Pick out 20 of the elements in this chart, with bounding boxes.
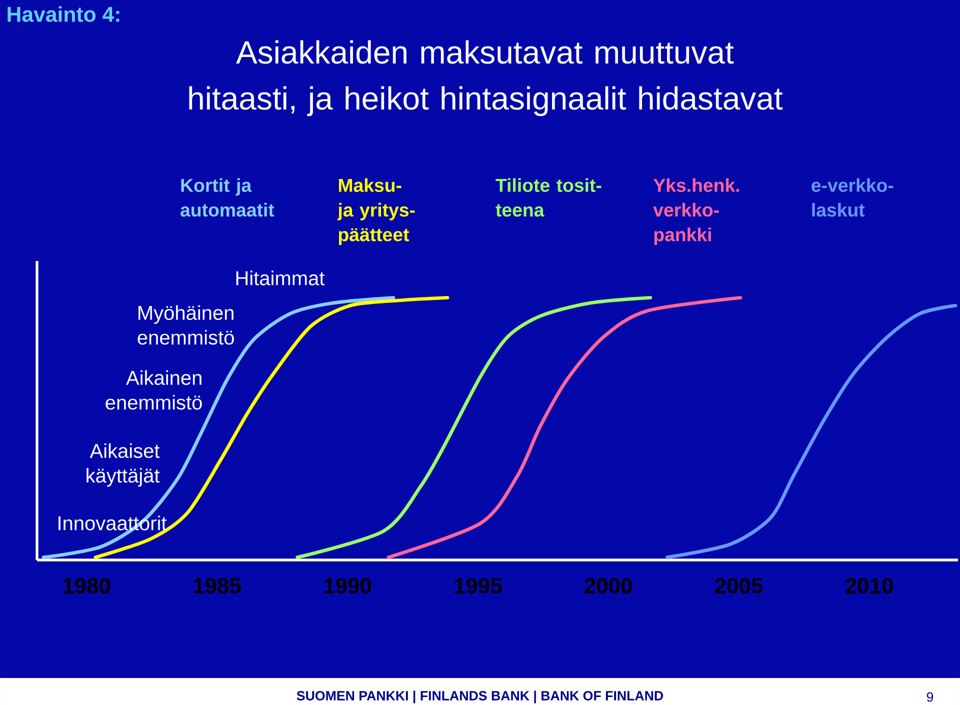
x-tick-label: 1995 — [454, 578, 502, 594]
annotation: Aikainen enemmistö — [106, 370, 202, 410]
text: Hitaimmat — [236, 270, 325, 286]
annotation: Myöhäinen enemmistö — [138, 305, 234, 345]
text: Yks.henk. verkko-pankki — [653, 178, 740, 245]
text: Maksu- ja yritys-päätteet — [337, 178, 415, 245]
x-tick-label: 2000 — [584, 578, 632, 594]
x-tick-label: 2010 — [846, 578, 893, 594]
x-tick-label: 1980 — [63, 578, 110, 594]
text: SUOMEN PANKKI | FINLANDS BANK | BANK OF FINLAND — [296, 690, 664, 704]
x-tick-label: 1985 — [194, 578, 241, 594]
x-tick-label: 2005 — [715, 578, 763, 594]
annotation: Aikaiset käyttäjät — [86, 443, 160, 487]
chart-title: Havainto 4: — [8, 6, 120, 22]
text: Tiliote tosit-teena — [496, 178, 602, 217]
text: 9 — [926, 692, 934, 702]
x-tick-label: 1990 — [324, 578, 372, 594]
text: e-verkko-laskut — [812, 178, 894, 217]
text: Kortit ja automaatit — [180, 178, 274, 217]
chart-subtitle: Asiakkaiden maksutavat muuttuvat hitaasti, ja heikot hintasignaalit hidastavat — [189, 40, 783, 116]
